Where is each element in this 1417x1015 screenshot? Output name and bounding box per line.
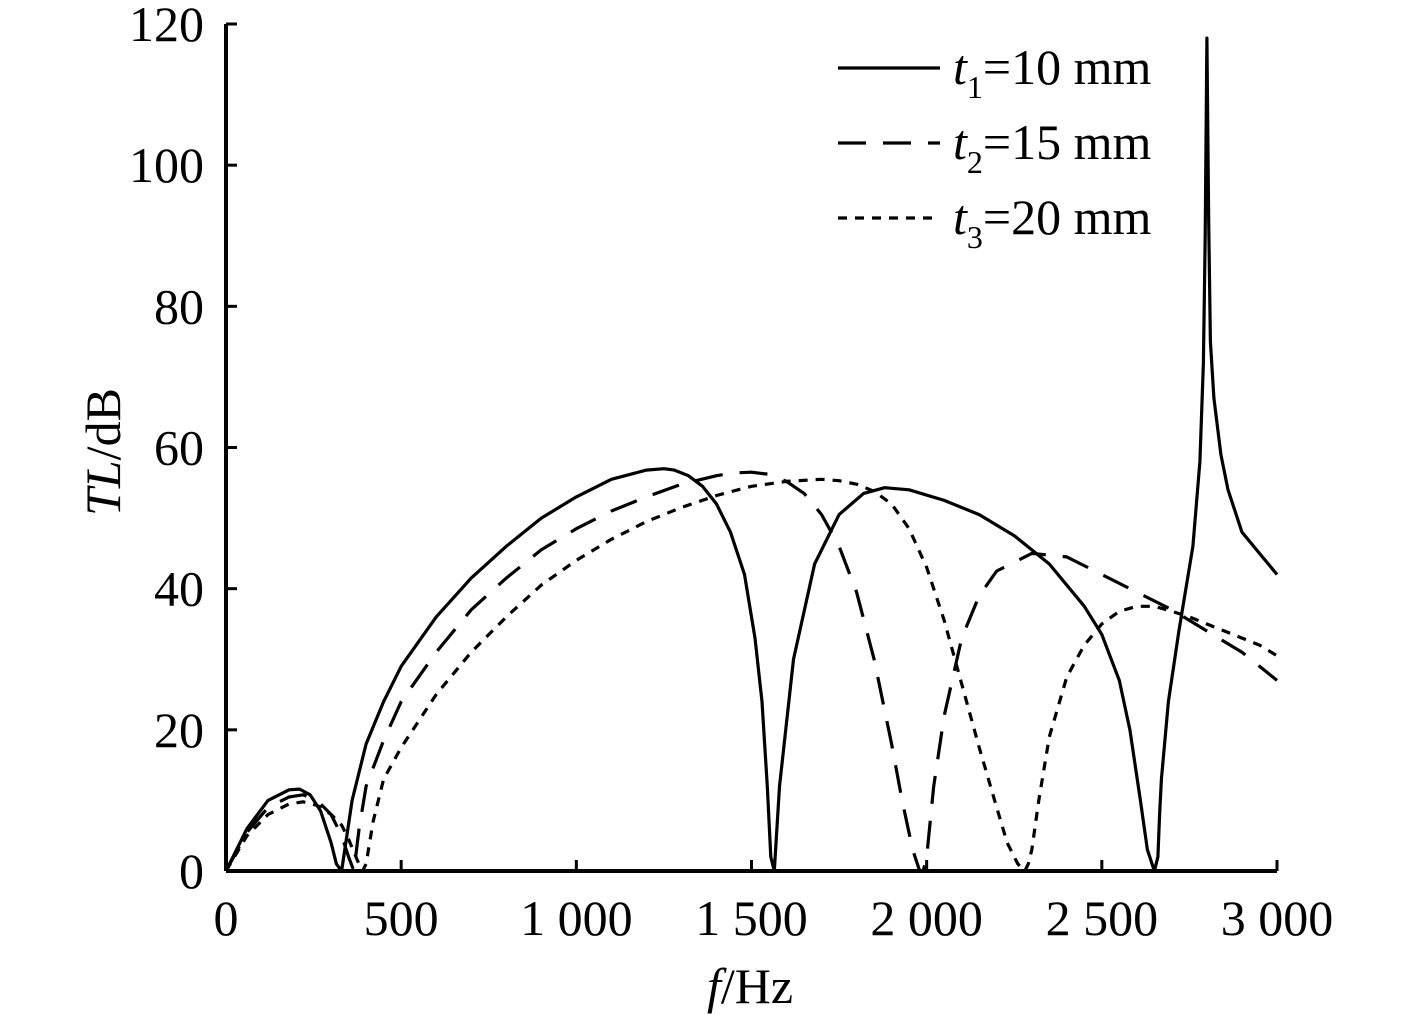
x-axis-title: f/Hz [707, 958, 793, 1014]
series-line-t1 [224, 36, 1279, 873]
x-tick-label: 1 000 [520, 890, 633, 946]
y-axis-var: TL [75, 460, 131, 516]
y-axis-unit: /dB [75, 388, 131, 460]
x-tick-label: 2 000 [870, 890, 983, 946]
x-tick-label: 3 000 [1221, 890, 1334, 946]
legend-label-t1: t1=10 mm [953, 39, 1151, 105]
legend: t1=10 mm t2=15 mm t3=20 mm [838, 39, 1151, 255]
x-tick-label: 1 500 [695, 890, 808, 946]
x-tick-label: 2 500 [1046, 890, 1159, 946]
x-ticks: 0 500 1 000 1 500 2 000 2 500 3 000 [214, 860, 1334, 946]
y-axis-title: TL/dB [75, 388, 131, 516]
y-tick-label: 120 [129, 0, 204, 52]
y-tick-label: 80 [154, 278, 204, 334]
x-tick-label: 0 [214, 890, 239, 946]
y-tick-label: 20 [154, 702, 204, 758]
y-tick-label: 60 [154, 420, 204, 476]
y-tick-label: 0 [179, 843, 204, 899]
series-line-t3 [224, 477, 1278, 873]
legend-label-t2: t2=15 mm [953, 114, 1151, 180]
plot-series [224, 36, 1279, 873]
y-tick-label: 40 [154, 561, 204, 617]
legend-label-t3: t3=20 mm [953, 189, 1151, 255]
x-axis-unit: /Hz [721, 958, 793, 1014]
y-tick-label: 100 [129, 137, 204, 193]
y-ticks: 0 20 40 60 80 100 120 [129, 0, 237, 899]
x-tick-label: 500 [364, 890, 439, 946]
series-line-t2 [224, 470, 1279, 873]
axes: 0 20 40 60 80 100 120 0 500 1 000 1 500 2 000 2 500… [129, 0, 1333, 946]
